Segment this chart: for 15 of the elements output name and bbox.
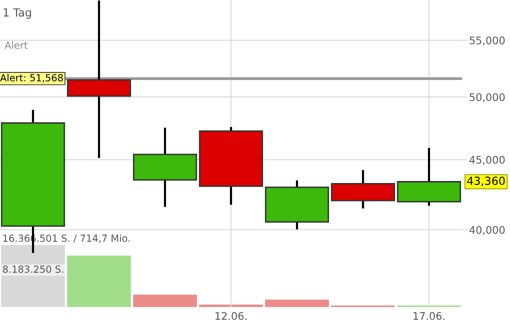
y-tick-label: 40,000 [469,226,505,235]
text: 1 Tag [4,8,31,19]
bar [133,294,197,307]
y-tick-label: 50,000 [470,93,505,102]
x-tick-label: 17.06. [414,312,444,320]
annotation: 43,360 [467,176,505,186]
annotation: 8.183.250 S. [2,266,64,273]
y-tick-label: 45,000 [469,156,505,165]
ref-line-label: Alert: 51,568 [0,74,63,82]
bar [1,245,65,307]
y-tick-label: 55,000 [470,36,505,46]
annotation: Alert [4,41,28,49]
x-tick-label: 12.06. [216,312,246,320]
bar [265,300,329,307]
bar [67,256,131,307]
